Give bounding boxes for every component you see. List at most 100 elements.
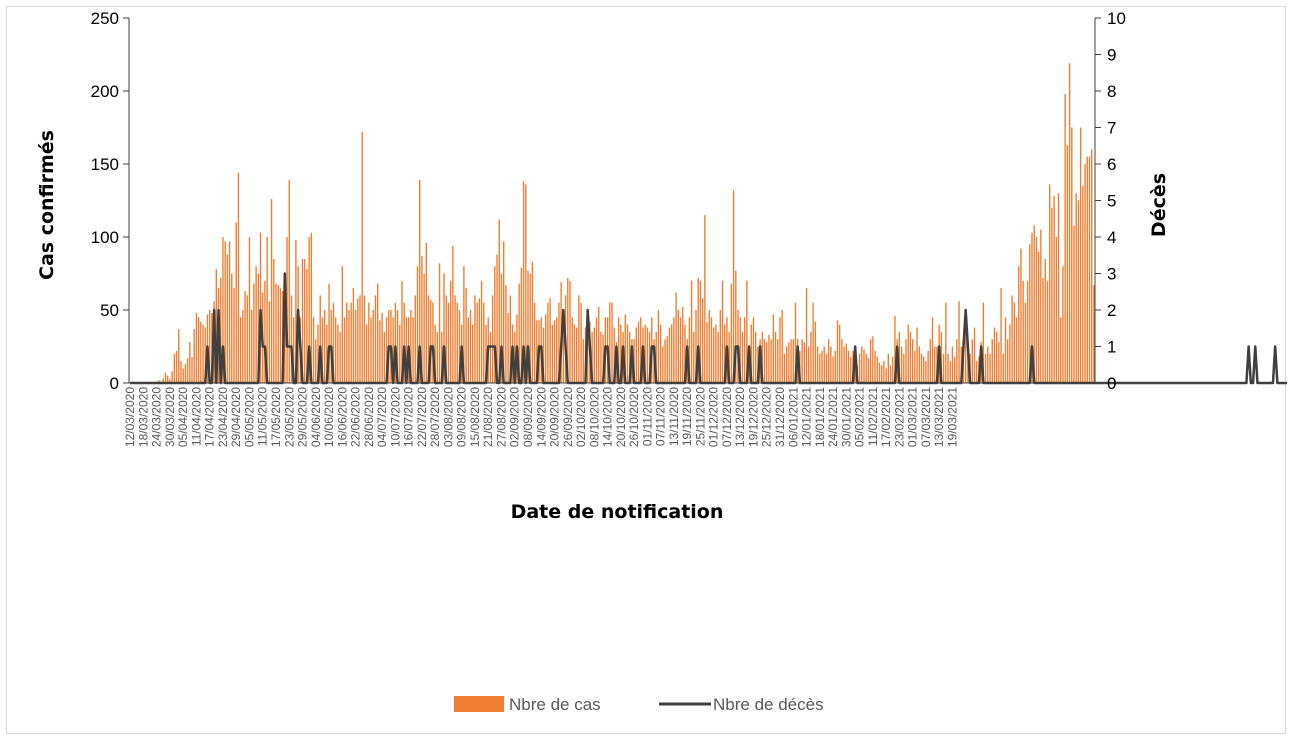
- bar: [419, 180, 421, 383]
- bar: [819, 353, 821, 383]
- bar: [558, 302, 560, 383]
- bar: [675, 292, 677, 383]
- x-tick-label: 13/03/2021: [932, 387, 946, 447]
- bar: [987, 346, 989, 383]
- x-tick-label: 14/10/2020: [601, 387, 615, 447]
- x-tick-label: 28/06/2020: [362, 387, 376, 447]
- bar: [664, 339, 666, 383]
- bar: [582, 339, 584, 383]
- bar: [430, 299, 432, 383]
- bar: [1002, 353, 1004, 383]
- bar: [549, 298, 551, 383]
- bars-layer: [155, 63, 1095, 384]
- y2-tick-label: 2: [1107, 301, 1116, 320]
- bar: [465, 288, 467, 383]
- bar: [587, 339, 589, 383]
- x-tick-label: 19/11/2020: [680, 387, 694, 446]
- bar: [644, 324, 646, 383]
- bar: [191, 356, 193, 383]
- bar: [224, 241, 226, 383]
- bar: [573, 324, 576, 383]
- bar: [633, 339, 635, 383]
- bar: [927, 350, 929, 383]
- legend-swatch-cases: [454, 696, 504, 712]
- bar: [381, 312, 383, 383]
- bar: [920, 353, 923, 383]
- bar: [354, 310, 357, 383]
- bar: [509, 295, 511, 383]
- x-tick-label: 16/06/2020: [335, 387, 349, 447]
- bar: [953, 356, 956, 383]
- bar: [304, 258, 306, 383]
- x-axis-title: Date de notification: [511, 501, 724, 523]
- bar: [843, 346, 845, 383]
- bar: [180, 361, 182, 383]
- x-tick-label: 12/01/2021: [800, 387, 814, 447]
- bar: [447, 302, 450, 383]
- bar: [469, 310, 472, 383]
- bar: [792, 339, 794, 383]
- x-tick-label: 26/09/2020: [561, 387, 575, 447]
- x-tick-label: 06/01/2021: [786, 387, 800, 447]
- x-tick-label: 11/02/2021: [866, 387, 880, 446]
- bar: [1051, 207, 1053, 383]
- bar: [251, 310, 253, 383]
- bar: [923, 356, 925, 383]
- bar: [434, 324, 436, 383]
- bar: [480, 280, 483, 383]
- bar: [491, 295, 494, 383]
- bar: [189, 342, 191, 383]
- bar: [233, 288, 235, 383]
- bar: [403, 302, 405, 383]
- bar: [655, 331, 657, 383]
- y2-tick-label: 5: [1107, 192, 1116, 211]
- bar: [529, 273, 531, 383]
- bar: [275, 283, 277, 383]
- bar: [1024, 302, 1027, 383]
- bar: [228, 241, 231, 383]
- bar: [1042, 277, 1044, 383]
- bar: [288, 180, 290, 383]
- x-tick-label: 20/09/2020: [548, 387, 562, 447]
- bar: [770, 339, 772, 383]
- bar: [881, 365, 883, 383]
- chart-frame: 0 50 100 150 200 250 0 1 2 3 4 5 6 7 8 9 10 12/03/2020 18/…: [6, 6, 1287, 734]
- bar: [629, 331, 631, 383]
- bar: [500, 273, 503, 383]
- bar: [456, 302, 458, 383]
- x-tick-label: 05/04/2020: [176, 387, 190, 447]
- bar: [533, 302, 536, 383]
- bar: [905, 339, 907, 383]
- bar: [679, 317, 682, 383]
- bar: [701, 298, 704, 383]
- bar: [847, 350, 850, 383]
- series-line-deaths: [130, 272, 1287, 385]
- bar: [567, 277, 569, 383]
- bar: [182, 368, 184, 383]
- x-tick-label: 22/06/2020: [349, 387, 363, 447]
- bar: [982, 302, 985, 383]
- bar: [202, 324, 204, 383]
- x-tick-label: 05/02/2021: [853, 387, 867, 447]
- bar: [357, 298, 359, 383]
- bar: [688, 317, 691, 383]
- bar: [279, 288, 282, 383]
- bar: [377, 283, 379, 383]
- bar: [248, 237, 251, 383]
- y-axis-title: Cas confirmés: [36, 130, 58, 280]
- x-tick-label: 23/05/2020: [282, 387, 296, 447]
- bar: [958, 301, 960, 383]
- x-tick-label: 04/06/2020: [309, 387, 323, 447]
- bar: [350, 302, 352, 383]
- bar: [1035, 237, 1038, 383]
- bar: [175, 350, 178, 383]
- bar: [507, 312, 509, 383]
- bar: [735, 270, 737, 383]
- bar: [794, 302, 797, 383]
- bar: [503, 241, 505, 383]
- bar: [611, 302, 613, 383]
- bar: [1060, 317, 1062, 383]
- bar: [270, 199, 273, 383]
- bar: [171, 371, 173, 383]
